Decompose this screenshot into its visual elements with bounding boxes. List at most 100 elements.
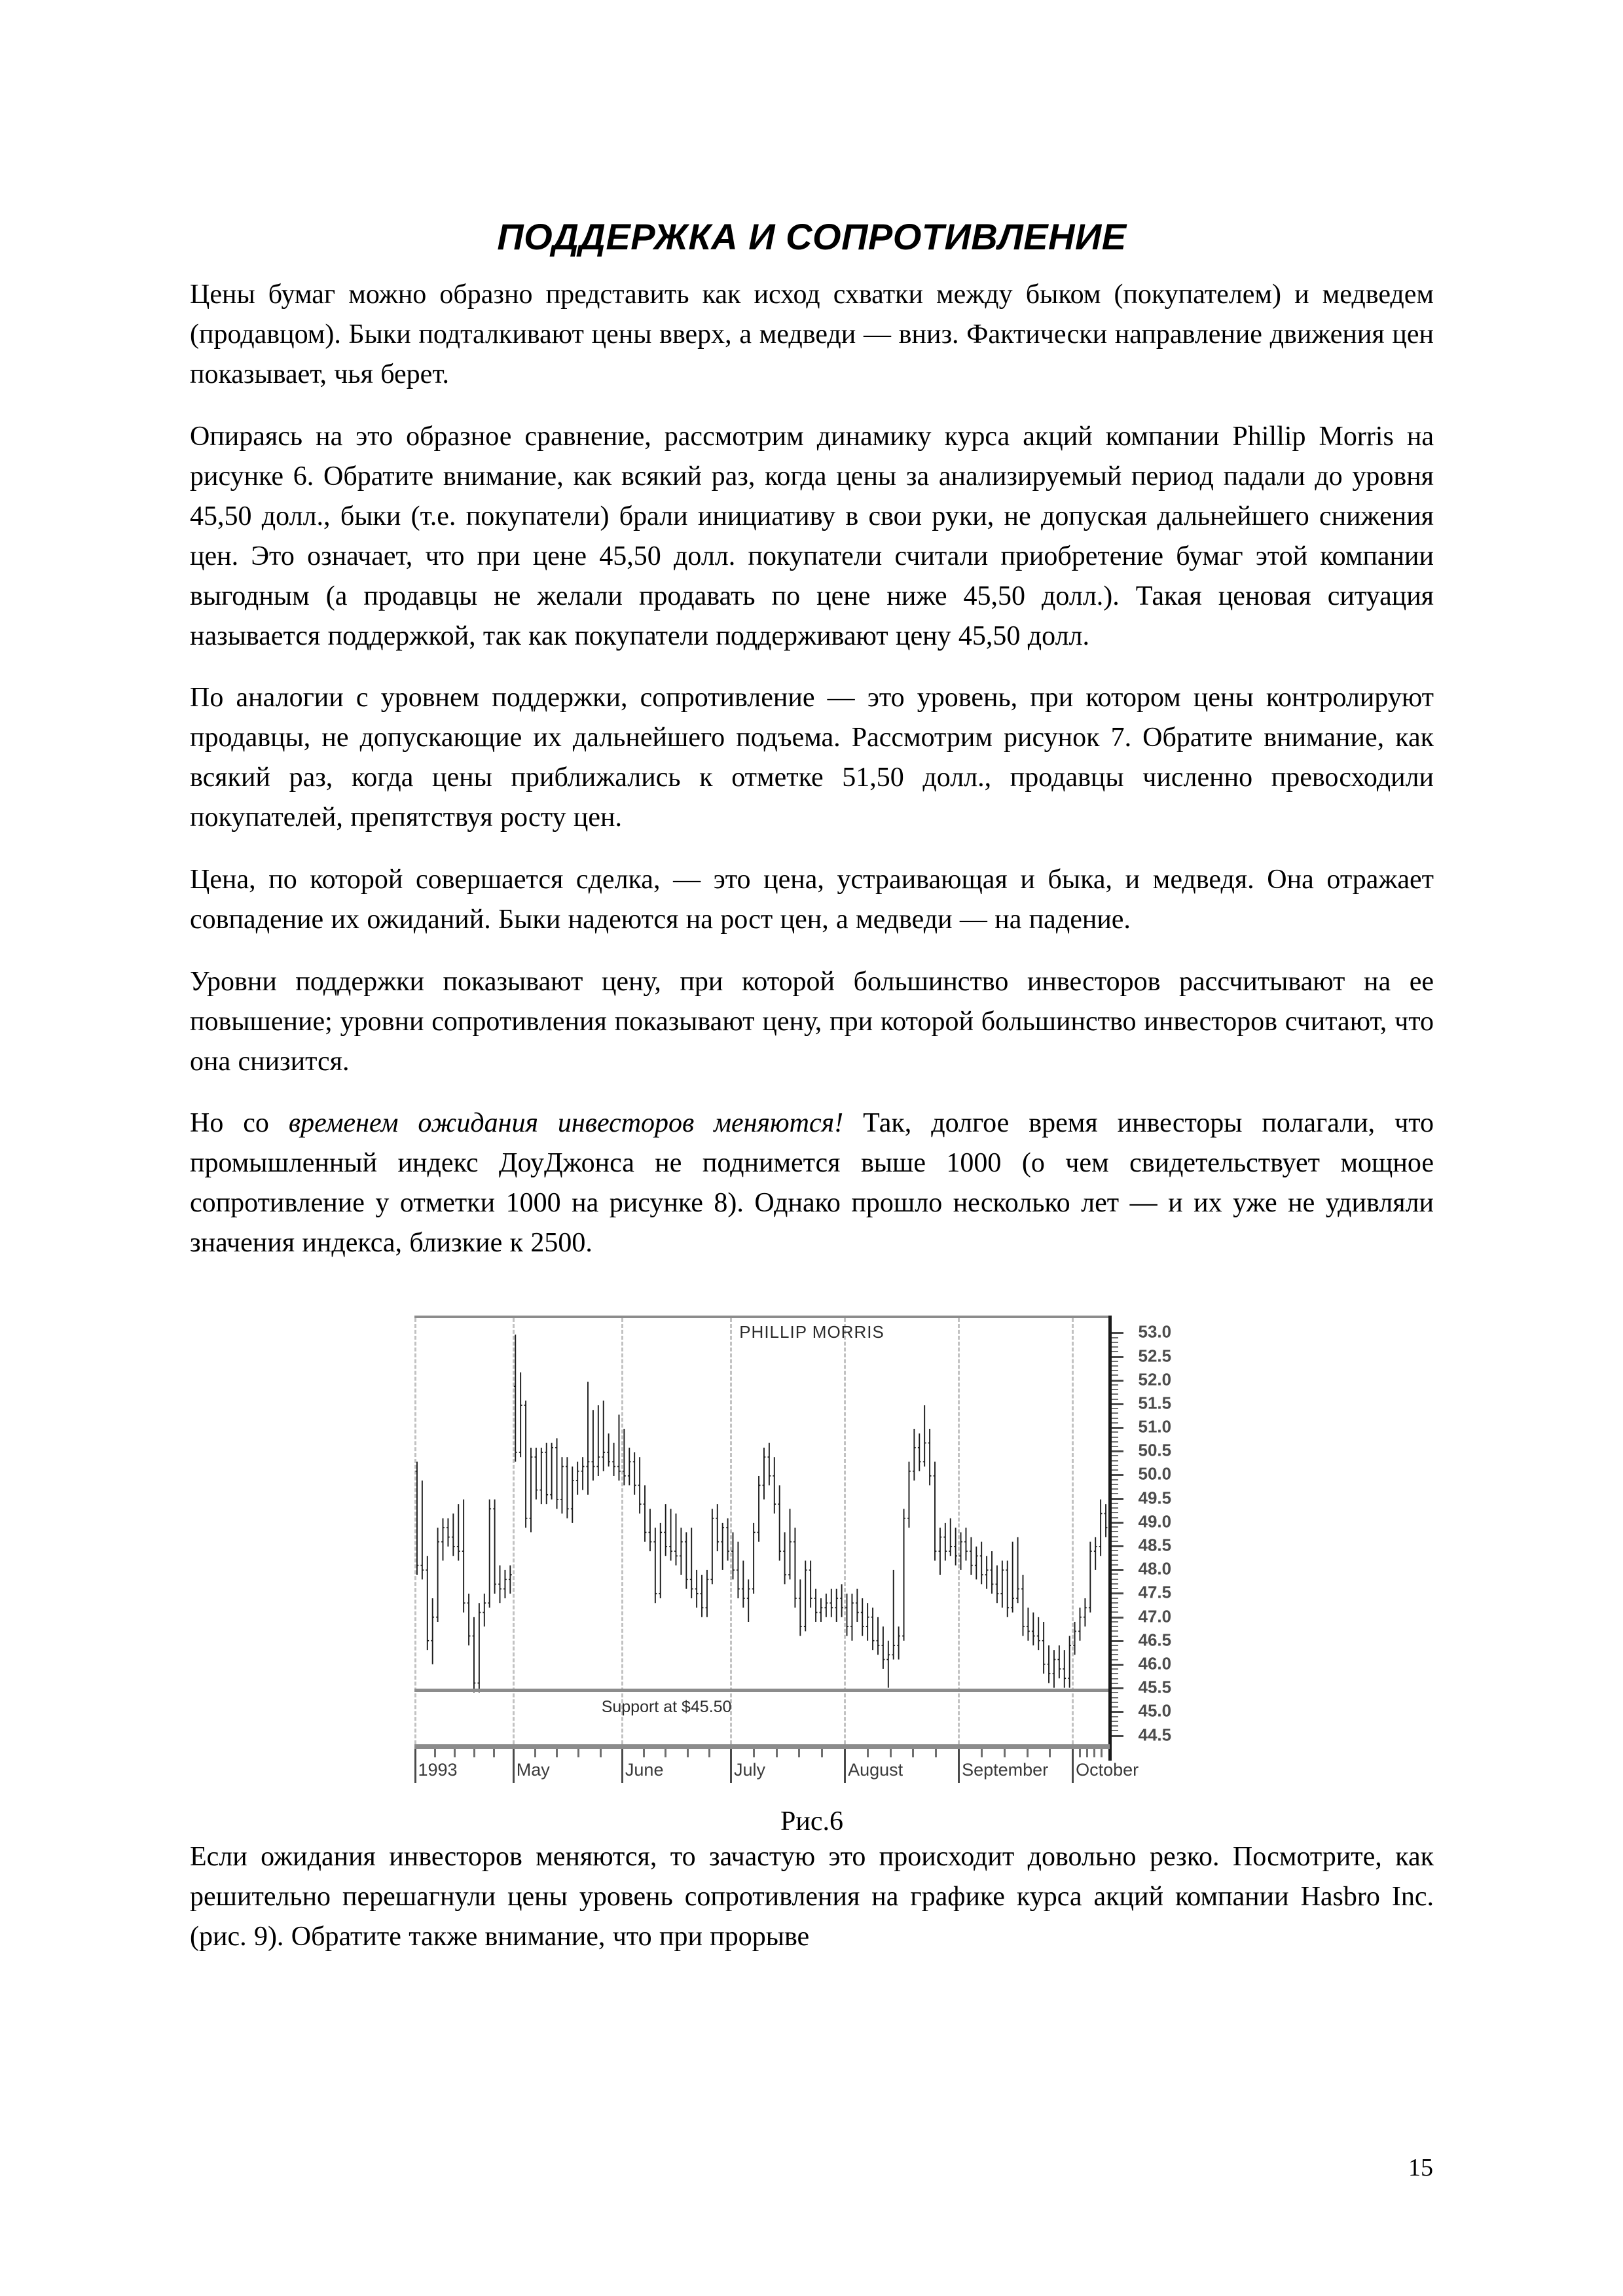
x-tick-minor <box>1049 1748 1051 1757</box>
y-axis-label-53.0: 53.0 <box>1138 1321 1172 1342</box>
x-tick-minor <box>980 1748 983 1757</box>
x-tick-minor <box>775 1748 778 1757</box>
y-tick-minor <box>1111 1554 1118 1556</box>
y-tick-minor <box>1111 1493 1118 1495</box>
paragraph-6-rest: Так, долгое время инвесторы полагали, чт… <box>190 1108 1434 1259</box>
y-tick-minor <box>1111 1512 1118 1514</box>
x-tick-minor <box>556 1748 558 1757</box>
y-tick-minor <box>1111 1573 1118 1575</box>
y-tick-47.5 <box>1111 1592 1123 1595</box>
x-tick-minor <box>534 1748 537 1757</box>
y-axis-label-51.0: 51.0 <box>1138 1416 1172 1437</box>
figure-6: PHILLIP MORRIS Support at $45.50 53.0 52.… <box>190 1302 1434 1837</box>
y-tick-minor <box>1111 1393 1118 1395</box>
y-axis-label-49.0: 49.0 <box>1138 1511 1172 1532</box>
x-tick-minor <box>1026 1748 1029 1757</box>
paragraph-6: Но со временем ожидания инвесторов меняю… <box>190 1103 1434 1263</box>
figure-caption: Рис.6 <box>780 1806 843 1837</box>
y-axis-label-48.5: 48.5 <box>1138 1535 1172 1555</box>
y-tick-minor <box>1111 1588 1118 1590</box>
y-tick-minor <box>1111 1682 1118 1684</box>
y-tick-minor <box>1111 1464 1118 1466</box>
y-tick-minor <box>1111 1374 1118 1376</box>
paragraph-3: По аналогии с уровнем поддержки, сопроти… <box>190 683 1434 833</box>
y-tick-minor <box>1111 1341 1118 1343</box>
y-tick-minor <box>1111 1730 1118 1732</box>
y-tick-49.5 <box>1111 1498 1123 1500</box>
y-tick-minor <box>1111 1696 1118 1698</box>
y-axis-label-48.0: 48.0 <box>1138 1558 1172 1579</box>
y-tick-45.0 <box>1111 1711 1123 1713</box>
y-tick-minor <box>1111 1668 1118 1670</box>
y-tick-45.5 <box>1111 1687 1123 1690</box>
x-tick-minor <box>1003 1748 1006 1757</box>
x-tick-minor <box>821 1748 824 1757</box>
y-tick-minor <box>1111 1715 1118 1717</box>
x-tick-minor <box>1086 1748 1089 1757</box>
x-axis-label-1993: 1993 <box>418 1759 458 1780</box>
y-tick-minor <box>1111 1455 1118 1457</box>
y-tick-53.0 <box>1111 1332 1123 1335</box>
x-tick-minor <box>686 1748 689 1757</box>
y-axis-label-45.5: 45.5 <box>1138 1677 1172 1697</box>
paragraph-6-lead: Но со <box>190 1108 289 1139</box>
y-axis-label-52.5: 52.5 <box>1138 1346 1172 1365</box>
x-tick-major-1993 <box>414 1748 416 1783</box>
y-tick-minor <box>1111 1370 1118 1372</box>
y-tick-minor <box>1111 1720 1118 1722</box>
x-tick-major-august <box>844 1748 847 1783</box>
x-axis-spine <box>414 1744 1110 1749</box>
x-axis-label-september: September <box>962 1759 1049 1780</box>
x-tick-minor <box>1093 1748 1096 1757</box>
y-tick-minor <box>1111 1351 1118 1353</box>
y-tick-minor <box>1111 1725 1118 1727</box>
y-axis-label-44.5: 44.5 <box>1138 1725 1172 1744</box>
x-axis-label-july: July <box>734 1759 766 1780</box>
paragraph-4: Цена, по которой совершается сделка, — э… <box>190 864 1434 935</box>
page-title: ПОДДЕРЖКА И СОПРОТИВЛЕНИЕ <box>497 216 1127 257</box>
y-tick-minor <box>1111 1360 1118 1362</box>
y-tick-minor <box>1111 1677 1118 1679</box>
x-tick-minor <box>599 1748 602 1757</box>
x-tick-major-june <box>621 1748 623 1783</box>
y-tick-minor <box>1111 1706 1118 1708</box>
y-axis-label-50.0: 50.0 <box>1138 1463 1172 1484</box>
gridline-september <box>958 1318 960 1744</box>
x-tick-minor <box>1079 1748 1082 1757</box>
x-tick-minor <box>643 1748 646 1757</box>
y-tick-minor <box>1111 1644 1118 1646</box>
x-tick-major-july <box>730 1748 733 1783</box>
y-tick-48.5 <box>1111 1545 1123 1547</box>
gridline-august <box>844 1318 847 1744</box>
y-tick-minor <box>1111 1417 1118 1419</box>
y-tick-minor <box>1111 1431 1118 1433</box>
y-tick-minor <box>1111 1564 1118 1566</box>
x-tick-minor <box>577 1748 580 1757</box>
y-tick-minor <box>1111 1535 1118 1537</box>
y-tick-minor <box>1111 1412 1118 1414</box>
gridline-july <box>730 1318 733 1744</box>
y-tick-minor <box>1111 1531 1118 1533</box>
gridline-june <box>621 1318 623 1744</box>
x-tick-minor <box>889 1748 892 1757</box>
y-tick-44.5 <box>1111 1734 1123 1737</box>
y-axis-label-47.5: 47.5 <box>1138 1582 1172 1602</box>
chart-title: PHILLIP MORRIS <box>739 1321 884 1342</box>
x-tick-major-september <box>958 1748 960 1783</box>
x-tick-major-may <box>512 1748 515 1783</box>
x-tick-minor <box>492 1748 495 1757</box>
chart-plot-area: Support at $45.50 <box>414 1315 1108 1744</box>
y-tick-49.0 <box>1111 1521 1123 1524</box>
y-tick-46.5 <box>1111 1640 1123 1642</box>
y-axis-label-49.5: 49.5 <box>1138 1488 1172 1508</box>
paragraph-5: Уровни поддержки показывают цену, при ко… <box>190 966 1434 1077</box>
y-tick-50.5 <box>1111 1450 1123 1453</box>
y-tick-minor <box>1111 1346 1118 1348</box>
gridline-october <box>1072 1318 1074 1744</box>
ohlc-chart: PHILLIP MORRIS Support at $45.50 53.0 52.… <box>414 1302 1210 1793</box>
y-tick-minor <box>1111 1626 1118 1628</box>
x-axis-label-august: August <box>848 1759 903 1780</box>
y-tick-minor <box>1111 1526 1118 1528</box>
y-tick-minor <box>1111 1384 1118 1386</box>
y-tick-minor <box>1111 1607 1118 1609</box>
